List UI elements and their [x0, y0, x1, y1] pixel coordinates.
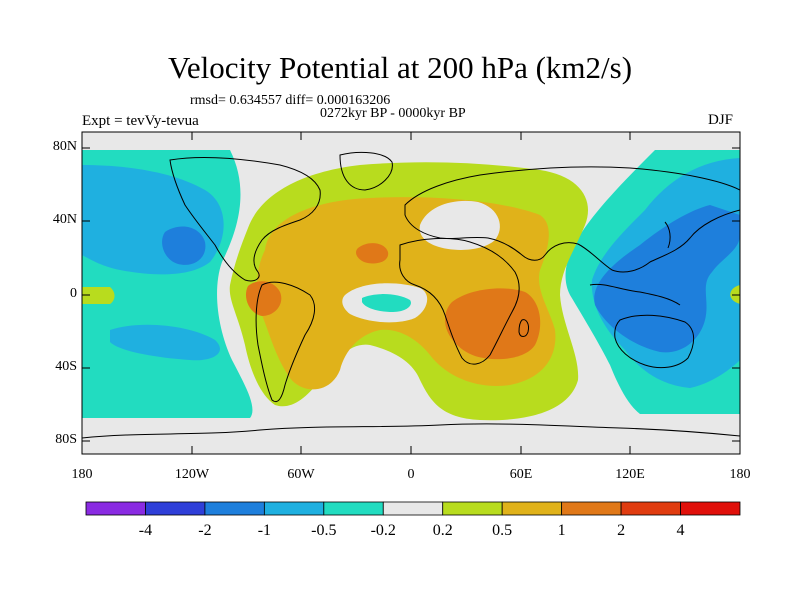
tick-marks	[81, 132, 741, 454]
x-tick-120w: 120W	[174, 467, 210, 482]
colorbar-label-0: -4	[138, 522, 153, 539]
y-tick-80n: 80N	[52, 139, 77, 154]
contour-field	[82, 132, 740, 454]
coast-greenland	[339, 151, 393, 191]
colorbar-box-9	[620, 501, 681, 516]
coast-japan	[664, 221, 671, 249]
neg3-region-east	[594, 205, 740, 353]
pos3-region-samerica	[245, 281, 282, 316]
neg2-region-sw	[110, 324, 220, 361]
coast-south-america	[255, 281, 316, 403]
colorbar-label-7: 1	[557, 522, 566, 539]
colorbar-box-6	[442, 501, 503, 516]
period-text: 0272kyr BP - 0000kyr BP	[320, 106, 466, 121]
experiment-label: Expt = tevVy-tevua	[82, 113, 199, 129]
coast-africa	[399, 237, 520, 365]
colorbar-label-8: 2	[617, 522, 626, 539]
colorbar-label-2: -1	[257, 522, 272, 539]
colorbar-label-1: -2	[198, 522, 212, 539]
pos-patch-west	[82, 287, 115, 304]
colorbar-box-2	[204, 501, 265, 516]
coast-australia	[614, 314, 695, 369]
map-title: Velocity Potential at 200 hPa (km2/s)	[167, 50, 633, 85]
y-tick-40s: 40S	[55, 359, 77, 374]
y-tick-80s: 80S	[55, 432, 77, 447]
x-tick-180w: 180	[71, 467, 93, 482]
colorbar	[85, 501, 741, 516]
coast-indonesia	[589, 283, 681, 306]
pos3-region-africa	[445, 288, 541, 360]
colorbar-box-8	[561, 501, 622, 516]
colorbar-label-5: 0.2	[432, 522, 453, 539]
coastlines	[82, 151, 740, 439]
colorbar-box-1	[145, 501, 206, 516]
x-tick-60w: 60W	[287, 467, 315, 482]
colorbar-box-4	[323, 501, 384, 516]
colorbar-label-9: 4	[676, 522, 685, 539]
x-tick-60e: 60E	[509, 467, 533, 482]
y-tick-0: 0	[70, 286, 77, 301]
colorbar-label-3: -0.5	[311, 522, 337, 539]
x-tick-0: 0	[407, 467, 415, 482]
colorbar-box-10	[680, 501, 741, 516]
neg1-patch-atlantic	[362, 294, 411, 312]
x-tick-120e: 120E	[615, 467, 645, 482]
colorbar-box-5	[382, 501, 444, 516]
stats-text: rmsd= 0.634557 diff= 0.000163206	[190, 93, 391, 108]
colorbar-label-6: 0.5	[492, 522, 513, 539]
colorbar-box-7	[501, 501, 563, 516]
colorbar-box-3	[263, 501, 325, 516]
coast-madagascar	[518, 319, 529, 337]
x-tick-180e: 180	[729, 467, 751, 482]
coast-antarctica	[82, 423, 740, 439]
colorbar-label-4: -0.2	[370, 522, 396, 539]
colorbar-box-0	[85, 501, 146, 516]
pos3-region-atlantic	[356, 243, 389, 264]
coast-north-america	[169, 157, 321, 282]
neg3-region-west	[162, 226, 206, 265]
y-tick-40n: 40N	[52, 212, 77, 227]
coast-eurasia	[404, 166, 740, 273]
season-label: DJF	[708, 112, 734, 128]
